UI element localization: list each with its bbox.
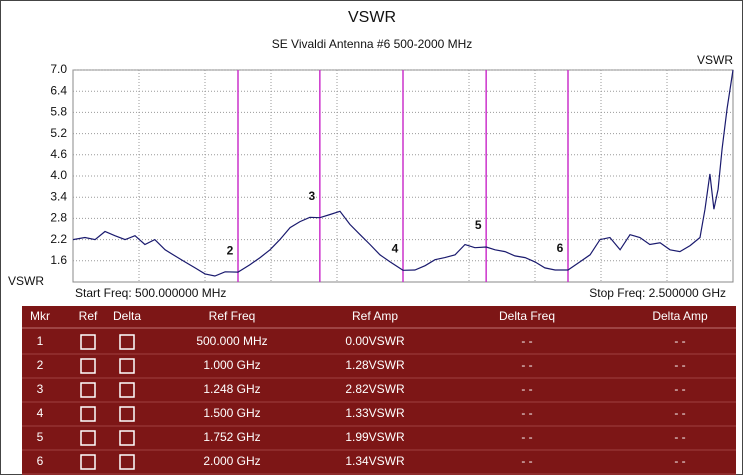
table-cell: 1.34VSWR <box>345 454 405 468</box>
marker-label: 6 <box>557 241 564 255</box>
table-cell: 500.000 MHz <box>196 334 267 348</box>
table-cell: 1.000 GHz <box>203 358 260 372</box>
checkbox[interactable] <box>80 454 96 470</box>
checkbox[interactable] <box>119 382 135 398</box>
y-tick-label: 3.4 <box>50 189 67 203</box>
checkbox[interactable] <box>119 358 135 374</box>
y-tick-label: 4.6 <box>50 147 67 161</box>
table-cell: 2 <box>37 358 44 372</box>
table-cell: 4 <box>37 406 44 420</box>
column-header: Delta <box>113 309 141 323</box>
column-header: Ref Amp <box>352 309 398 323</box>
table-cell: - - <box>521 406 532 420</box>
marker-label: 3 <box>308 189 315 203</box>
checkbox[interactable] <box>119 334 135 350</box>
y-tick-label: 6.4 <box>50 83 67 97</box>
checkbox[interactable] <box>80 406 96 422</box>
table-cell: - - <box>674 454 685 468</box>
table-cell: - - <box>674 334 685 348</box>
checkbox[interactable] <box>80 334 96 350</box>
stop-freq: Stop Freq: 2.500000 GHz <box>589 286 726 300</box>
checkbox[interactable] <box>119 430 135 446</box>
marker-table: Mkr Ref Delta Ref Freq Ref Amp Delta Freq Delt… <box>22 306 736 475</box>
table-background <box>22 306 736 475</box>
y-label-top: VSWR <box>697 53 733 67</box>
checkbox[interactable] <box>80 430 96 446</box>
y-label-bottom: VSWR <box>8 274 44 288</box>
table-cell: - - <box>521 334 532 348</box>
chart-title: VSWR <box>348 9 396 26</box>
table-cell: 2.82VSWR <box>345 382 405 396</box>
start-freq: Start Freq: 500.000000 MHz <box>75 286 226 300</box>
table-cell: 1 <box>37 334 44 348</box>
table-cell: - - <box>521 454 532 468</box>
table-cell: - - <box>521 358 532 372</box>
table-cell: 1.33VSWR <box>345 406 405 420</box>
checkbox[interactable] <box>80 358 96 374</box>
y-tick-label: 7.0 <box>50 62 67 76</box>
table-cell: - - <box>521 382 532 396</box>
y-tick-label: 5.2 <box>50 126 67 140</box>
chart-subtitle: SE Vivaldi Antenna #6 500-2000 MHz <box>272 37 473 51</box>
table-cell: 1.752 GHz <box>203 430 260 444</box>
y-tick-label: 2.2 <box>50 232 67 246</box>
table-cell: - - <box>674 406 685 420</box>
table-cell: 1.248 GHz <box>203 382 260 396</box>
table-cell: - - <box>674 430 685 444</box>
checkbox[interactable] <box>80 382 96 398</box>
table-cell: 0.00VSWR <box>345 334 405 348</box>
table-cell: 1.99VSWR <box>345 430 405 444</box>
marker-label: 5 <box>475 218 482 232</box>
marker-label: 2 <box>227 243 234 257</box>
y-tick-label: 4.0 <box>50 168 67 182</box>
trace <box>72 69 734 277</box>
column-header: Delta Freq <box>499 309 555 323</box>
table-cell: - - <box>674 358 685 372</box>
table-cell: 5 <box>37 430 44 444</box>
y-tick-label: 2.8 <box>50 211 67 225</box>
column-header: Ref <box>79 309 98 323</box>
marker-label: 4 <box>392 242 399 256</box>
table-cell: 2.000 GHz <box>203 454 260 468</box>
table-cell: 1.28VSWR <box>345 358 405 372</box>
table-cell: 3 <box>37 382 44 396</box>
table-cell: 6 <box>37 454 44 468</box>
table-cell: - - <box>674 382 685 396</box>
checkbox[interactable] <box>119 454 135 470</box>
y-tick-label: 5.8 <box>50 105 67 119</box>
table-cell: - - <box>521 430 532 444</box>
column-header: Ref Freq <box>209 309 256 323</box>
y-tick-label: 1.6 <box>50 253 67 267</box>
checkbox[interactable] <box>119 406 135 422</box>
table-cell: 1.500 GHz <box>203 406 260 420</box>
column-header: Mkr <box>30 309 50 323</box>
column-header: Delta Amp <box>652 309 708 323</box>
